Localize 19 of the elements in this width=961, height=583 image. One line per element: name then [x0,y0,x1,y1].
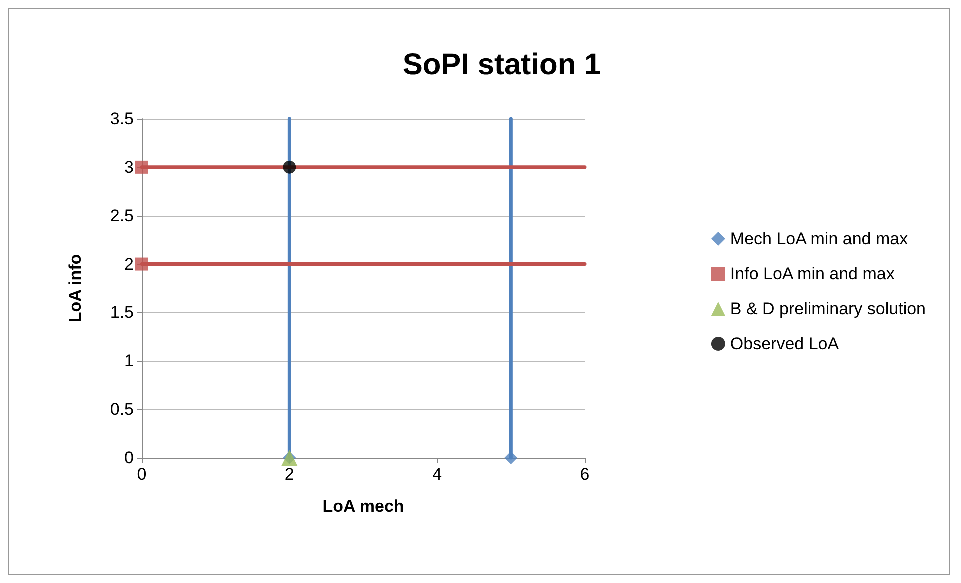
y-tick-label: 0.5 [110,400,134,420]
x-axis-title: LoA mech [322,497,404,516]
y-tick-label: 2 [124,254,134,274]
x-tick-label: 6 [580,465,590,484]
x-tick-label: 4 [432,465,442,484]
y-axis-title: LoA info [66,254,85,323]
legend-label: B & D preliminary solution [730,300,926,318]
legend-label: Observed LoA [730,334,840,354]
y-tick-label: 3.5 [110,110,134,128]
y-tick-label: 0 [124,448,134,468]
x-tick-label: 0 [137,465,147,484]
y-tick-label: 3 [124,158,134,177]
legend-label: Mech LoA min and max [730,230,909,248]
y-tick-label: 1.5 [110,303,134,322]
chart-title: SoPI station 1 [402,48,602,82]
legend-label: Info LoA min and max [730,264,896,284]
y-tick-label: 1 [124,352,134,371]
y-tick-label: 2.5 [110,206,134,226]
x-tick-label: 2 [284,465,294,484]
